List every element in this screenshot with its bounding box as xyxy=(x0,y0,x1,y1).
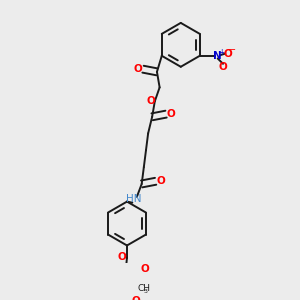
Text: HN: HN xyxy=(126,194,141,204)
Text: O: O xyxy=(132,296,141,300)
Text: O: O xyxy=(156,176,165,186)
Text: CH: CH xyxy=(138,284,151,293)
Text: +: + xyxy=(218,48,225,57)
Text: O: O xyxy=(224,49,233,59)
Text: O: O xyxy=(134,64,142,74)
Text: −: − xyxy=(228,46,236,56)
Text: O: O xyxy=(219,61,227,71)
Text: N: N xyxy=(213,51,221,61)
Text: O: O xyxy=(140,264,149,274)
Text: O: O xyxy=(118,252,127,262)
Text: O: O xyxy=(167,109,175,119)
Text: 3: 3 xyxy=(144,289,148,294)
Text: O: O xyxy=(147,96,155,106)
